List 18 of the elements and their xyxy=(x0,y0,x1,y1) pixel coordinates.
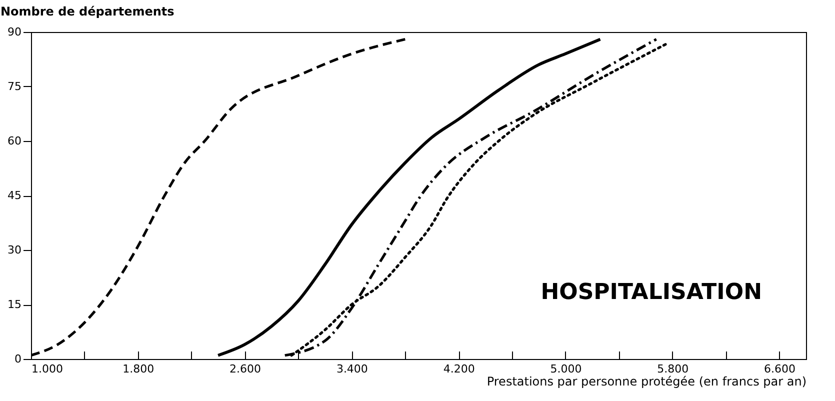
x-tick-label: 5.800 xyxy=(657,362,689,376)
y-tick-label: 45 xyxy=(8,189,22,202)
x-tick-label: 6.600 xyxy=(764,362,796,376)
x-tick-label: 5.000 xyxy=(550,362,582,376)
y-axis-title: Nombre de départements xyxy=(0,4,174,18)
y-tick-label: 60 xyxy=(8,134,22,148)
y-tick-label: 15 xyxy=(8,298,22,311)
y-tick-label: 90 xyxy=(8,26,22,38)
x-axis-title: Prestations par personne protégée (en francs par an) xyxy=(486,374,806,388)
y-tick-label: 30 xyxy=(8,244,22,256)
y-tick-label: 0 xyxy=(14,352,22,366)
annotation: HOSPITALISATION xyxy=(540,280,762,305)
x-tick-label: 3.400 xyxy=(336,362,368,376)
x-tick-label: 1.800 xyxy=(122,362,154,376)
x-tick-label: 4.200 xyxy=(443,362,475,376)
x-tick-label: 2.600 xyxy=(230,362,262,376)
x-tick-label: 1.000 xyxy=(32,362,63,376)
y-tick-label: 75 xyxy=(8,80,22,93)
